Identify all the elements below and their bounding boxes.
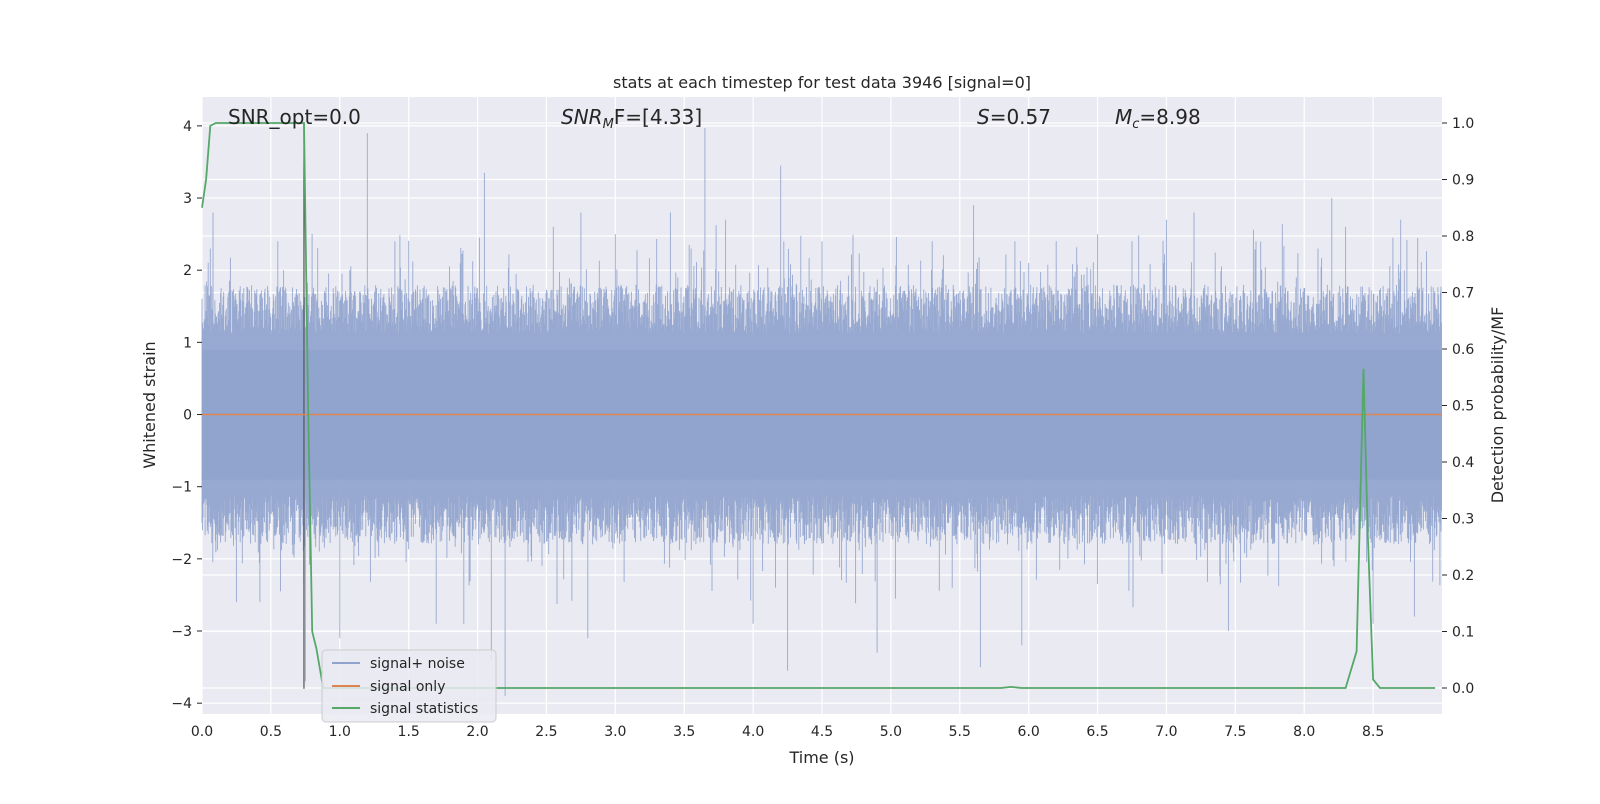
- y-tick-label: −1: [171, 480, 192, 496]
- annotation-s: S=0.57: [977, 105, 1051, 129]
- y2-tick-label: 0.4: [1452, 455, 1474, 471]
- y2-tick-label: 0.3: [1452, 512, 1474, 528]
- y2-tick-labels: 1.0 0.9 0.8 0.7 0.6 0.5 0.4 0.3 0.2 0.1 0.0: [1442, 116, 1474, 697]
- x-tick-label: 2.5: [535, 724, 557, 740]
- x-tick-label: 7.0: [1155, 724, 1177, 740]
- y2-axis-label: Detection probability/MF: [1488, 307, 1507, 504]
- y-tick-label: 3: [183, 191, 192, 207]
- y2-tick-label: 0.6: [1452, 342, 1474, 358]
- y-tick-labels: 4 3 2 1 0 −1 −2 −3 −4: [171, 119, 202, 712]
- x-tick-label: 4.0: [742, 724, 764, 740]
- y-tick-label: −4: [171, 696, 192, 712]
- y-tick-label: 1: [183, 335, 192, 351]
- annotation-mc: Mc=8.98: [1115, 105, 1201, 132]
- y-tick-label: 0: [183, 408, 192, 424]
- legend-box: [321, 649, 497, 723]
- x-tick-label: 5.5: [949, 724, 971, 740]
- legend-label-signal-statistics: signal statistics: [370, 701, 478, 717]
- x-tick-labels: 0.0 0.5 1.0 1.5 2.0 2.5 3.0 3.5 4.0 4.5 5.0 5.5 6.0 6…: [191, 724, 1384, 740]
- x-tick-label: 1.0: [329, 724, 351, 740]
- legend: signal+ noise signal only signal statist…: [321, 649, 497, 723]
- signal-statistics-series: [201, 122, 1436, 689]
- annotation-snr-mf: SNRMF=[4.33]: [561, 105, 702, 132]
- y-axis-label: Whitened strain: [140, 341, 159, 468]
- y2-tick-label: 0.2: [1452, 568, 1474, 584]
- x-tick-label: 7.5: [1224, 724, 1246, 740]
- y-tick-label: −3: [171, 624, 192, 640]
- x-tick-label: 5.0: [880, 724, 902, 740]
- y-tick-label: 2: [183, 263, 192, 279]
- y2-tick-label: 0.8: [1452, 229, 1474, 245]
- y2-tick-label: 0.1: [1452, 625, 1474, 641]
- x-tick-label: 6.0: [1018, 724, 1040, 740]
- x-tick-label: 3.5: [673, 724, 695, 740]
- legend-label-signal-only: signal only: [370, 679, 445, 695]
- x-tick-label: 2.0: [466, 724, 488, 740]
- x-tick-label: 4.5: [811, 724, 833, 740]
- chart-title: stats at each timestep for test data 394…: [613, 73, 1031, 92]
- x-tick-label: 1.5: [398, 724, 420, 740]
- x-tick-label: 8.0: [1293, 724, 1315, 740]
- x-tick-label: 0.0: [191, 724, 213, 740]
- x-tick-label: 6.5: [1086, 724, 1108, 740]
- x-tick-label: 8.5: [1362, 724, 1384, 740]
- y-tick-label: 4: [183, 119, 192, 135]
- x-tick-label: 0.5: [260, 724, 282, 740]
- y2-tick-label: 1.0: [1452, 116, 1474, 132]
- y2-tick-label: 0.5: [1452, 399, 1474, 415]
- y2-tick-label: 0.7: [1452, 285, 1474, 301]
- y-tick-label: −2: [171, 552, 192, 568]
- y2-tick-label: 0.9: [1452, 172, 1474, 188]
- y2-tick-label: 0.0: [1452, 681, 1474, 697]
- legend-label-signal-plus-noise: signal+ noise: [370, 656, 465, 672]
- x-tick-label: 3.0: [604, 724, 626, 740]
- annotation-snr-opt: SNR_opt=0.0: [228, 105, 361, 129]
- x-axis-label: Time (s): [788, 748, 854, 767]
